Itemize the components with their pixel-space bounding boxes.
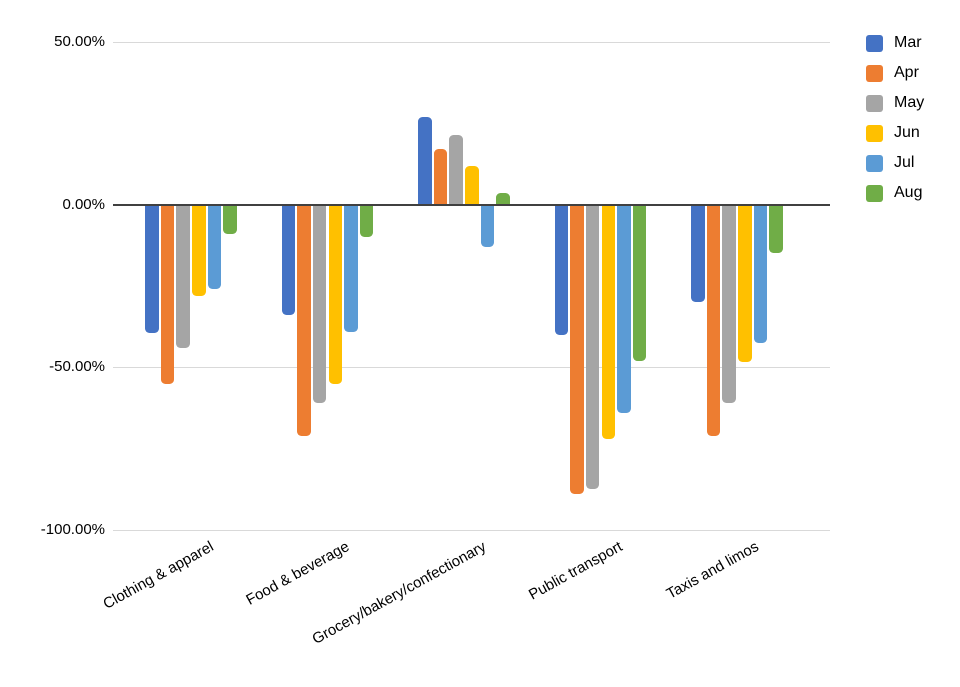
bar-apr-2 [297, 204, 311, 436]
bar-jun-2 [328, 204, 343, 384]
gridline [113, 42, 830, 43]
bar-may-4 [585, 204, 600, 490]
bar-jun-4 [601, 204, 616, 439]
x-axis-category-label: Public transport [526, 538, 626, 604]
legend-label: Jul [894, 154, 915, 171]
legend-color-swatch-icon [866, 154, 883, 172]
bar-aug-5 [769, 204, 783, 254]
bar-jul-5 [753, 204, 768, 343]
y-axis-tick-label: 0.00% [62, 195, 105, 213]
bar-aug-4 [632, 204, 647, 361]
bar-jun-5 [738, 204, 752, 363]
bar-apr-1 [160, 204, 175, 384]
legend-color-swatch-icon [866, 34, 883, 52]
legend-label: Jun [894, 124, 920, 141]
y-axis-tick-label: -100.00% [40, 521, 105, 538]
bar-may-5 [722, 204, 736, 404]
bar-jul-1 [207, 204, 222, 290]
legend-item-jul: Jul [866, 148, 924, 178]
bar-may-1 [176, 204, 190, 348]
legend-item-mar: Mar [866, 28, 924, 58]
bar-jun-3 [465, 165, 479, 205]
bar-aug-1 [223, 204, 237, 234]
bar-jun-1 [192, 204, 206, 296]
bar-jul-2 [344, 204, 358, 332]
legend-item-jun: Jun [866, 118, 924, 148]
legend-item-apr: Apr [866, 58, 924, 88]
legend-color-swatch-icon [866, 64, 883, 82]
bar-aug-3 [496, 193, 510, 205]
bar-apr-3 [433, 149, 448, 205]
bar-aug-2 [359, 204, 374, 238]
bar-mar-4 [554, 204, 569, 335]
bar-may-2 [312, 204, 327, 404]
bar-apr-5 [706, 204, 721, 436]
y-axis-tick-label: 50.00% [54, 33, 105, 50]
y-axis-tick-label: -50.00% [49, 358, 105, 376]
gridline [113, 530, 830, 531]
legend-item-may: May [866, 88, 924, 118]
legend-color-swatch-icon [866, 94, 883, 112]
x-axis-category-label: Food & beverage [243, 538, 353, 609]
bar-jul-4 [617, 204, 631, 413]
legend-color-swatch-icon [866, 184, 883, 202]
bar-may-3 [449, 134, 463, 205]
bar-apr-4 [570, 204, 584, 495]
bar-mar-1 [145, 204, 159, 334]
legend-label: Aug [894, 184, 923, 201]
gridline [113, 367, 830, 369]
legend-color-swatch-icon [866, 124, 883, 142]
legend: Mar Apr May Jun Jul Aug [866, 28, 924, 208]
zero-axis-line [113, 203, 830, 206]
bar-jul-3 [480, 204, 495, 247]
x-axis-category-label: Taxis and limos [664, 538, 763, 603]
bar-mar-3 [418, 116, 432, 205]
legend-item-aug: Aug [866, 178, 924, 208]
legend-label: Mar [894, 34, 922, 51]
legend-label: May [894, 94, 925, 111]
bar-mar-2 [281, 204, 296, 316]
legend-label: Apr [894, 64, 919, 81]
bar-mar-5 [691, 204, 705, 303]
x-axis-category-label: Clothing & apparel [99, 538, 217, 613]
